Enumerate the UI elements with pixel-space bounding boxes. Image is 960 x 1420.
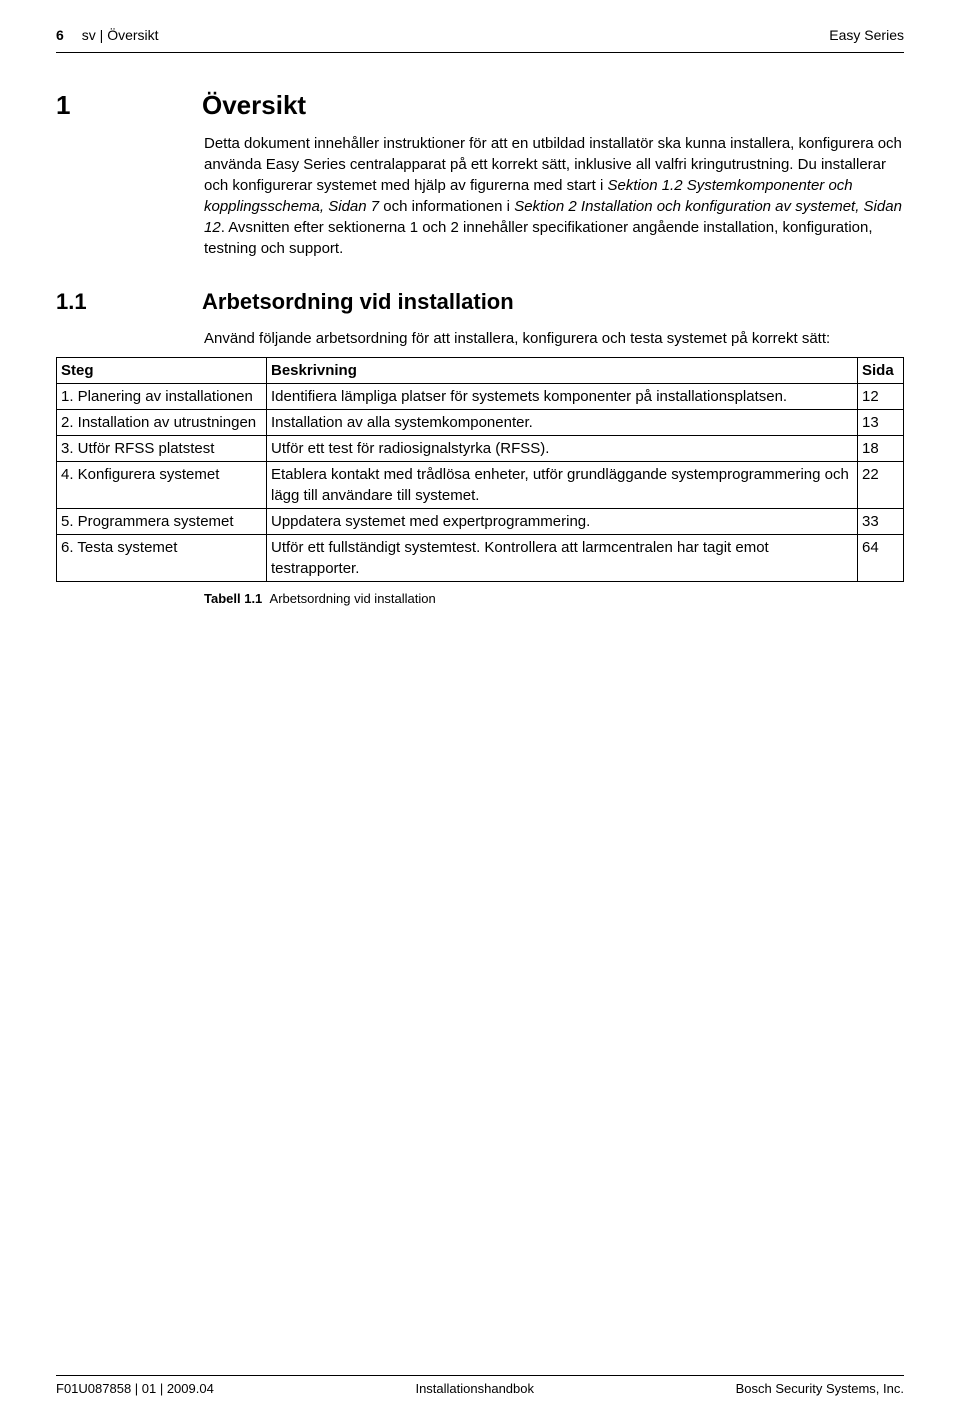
cell-beskrivning: Uppdatera systemet med expertprogrammeri… <box>267 508 858 534</box>
section-heading: 1.1Arbetsordning vid installation Använd… <box>56 287 904 349</box>
chapter-number: 1 <box>56 87 202 123</box>
cell-steg: 2. Installation av utrustningen <box>57 409 267 435</box>
cell-beskrivning: Etablera kontakt med trådlösa enheter, u… <box>267 461 858 508</box>
caption-label: Tabell 1.1 <box>204 591 262 606</box>
table-row: 4. Konfigurera systemet Etablera kontakt… <box>57 461 904 508</box>
chapter-intro-paragraph: Detta dokument innehåller instruktioner … <box>204 133 904 259</box>
page-header: 6 sv | Översikt Easy Series <box>56 26 904 53</box>
cell-beskrivning: Utför ett test för radiosignalstyrka (RF… <box>267 435 858 461</box>
cell-steg: 1. Planering av installationen <box>57 383 267 409</box>
table-row: 5. Programmera systemet Uppdatera system… <box>57 508 904 534</box>
cell-sida: 18 <box>858 435 904 461</box>
cell-steg: 6. Testa systemet <box>57 534 267 581</box>
table-row: 1. Planering av installationen Identifie… <box>57 383 904 409</box>
page-number: 6 <box>56 26 64 46</box>
table-row: 3. Utför RFSS platstest Utför ett test f… <box>57 435 904 461</box>
cell-sida: 22 <box>858 461 904 508</box>
table-row: 2. Installation av utrustningen Installa… <box>57 409 904 435</box>
section-intro: Använd följande arbetsordning för att in… <box>204 328 904 349</box>
table-header-steg: Steg <box>57 357 267 383</box>
breadcrumb: sv | Översikt <box>82 26 159 46</box>
cell-steg: 4. Konfigurera systemet <box>57 461 267 508</box>
footer-right: Bosch Security Systems, Inc. <box>736 1380 904 1398</box>
table-header-beskrivning: Beskrivning <box>267 357 858 383</box>
cell-beskrivning: Installation av alla systemkomponenter. <box>267 409 858 435</box>
cell-beskrivning: Utför ett fullständigt systemtest. Kontr… <box>267 534 858 581</box>
section-title: Arbetsordning vid installation <box>202 287 514 318</box>
intro-text-c: och informationen i <box>379 198 514 215</box>
table-header-sida: Sida <box>858 357 904 383</box>
section-number: 1.1 <box>56 287 202 318</box>
section-intro-text: Använd följande arbetsordning för att in… <box>204 328 904 349</box>
cell-sida: 64 <box>858 534 904 581</box>
steps-table: Steg Beskrivning Sida 1. Planering av in… <box>56 357 904 582</box>
cell-sida: 33 <box>858 508 904 534</box>
cell-sida: 12 <box>858 383 904 409</box>
table-caption: Tabell 1.1 Arbetsordning vid installatio… <box>204 590 904 608</box>
intro-text-e: . Avsnitten efter sektionerna 1 och 2 in… <box>204 219 873 257</box>
cell-steg: 3. Utför RFSS platstest <box>57 435 267 461</box>
page-footer: F01U087858 | 01 | 2009.04 Installationsh… <box>56 1375 904 1398</box>
product-name: Easy Series <box>829 26 904 46</box>
footer-center: Installationshandbok <box>415 1380 534 1398</box>
chapter-title: Översikt <box>202 87 306 123</box>
table-header-row: Steg Beskrivning Sida <box>57 357 904 383</box>
caption-text: Arbetsordning vid installation <box>270 591 436 606</box>
chapter-heading: 1Översikt Detta dokument innehåller inst… <box>56 87 904 259</box>
cell-steg: 5. Programmera systemet <box>57 508 267 534</box>
cell-beskrivning: Identifiera lämpliga platser för systeme… <box>267 383 858 409</box>
footer-left: F01U087858 | 01 | 2009.04 <box>56 1380 214 1398</box>
table-row: 6. Testa systemet Utför ett fullständigt… <box>57 534 904 581</box>
cell-sida: 13 <box>858 409 904 435</box>
